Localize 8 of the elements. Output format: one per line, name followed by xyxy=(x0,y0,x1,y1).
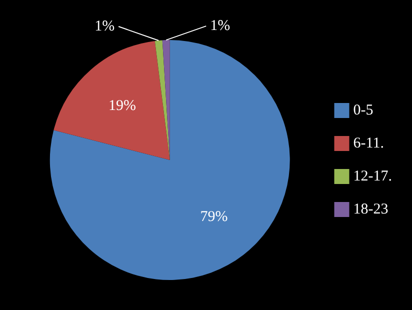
data-label: 1% xyxy=(94,18,115,34)
legend-label: 6-11. xyxy=(353,135,384,152)
data-label: 19% xyxy=(108,98,136,114)
legend-label: 12-17. xyxy=(353,168,392,184)
data-label: 1% xyxy=(210,18,230,34)
legend-label: 0-5 xyxy=(353,102,374,118)
legend-label: 18-23 xyxy=(353,201,388,218)
data-label: 79% xyxy=(200,208,228,225)
